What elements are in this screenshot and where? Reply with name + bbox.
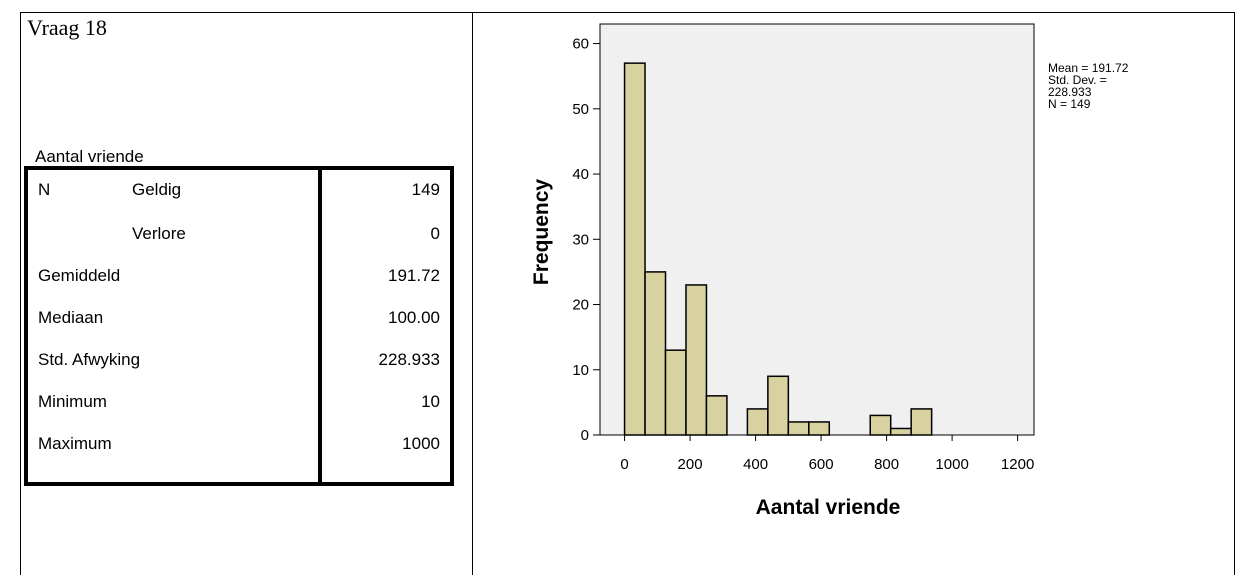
- row-value: 228.933: [378, 350, 440, 369]
- table-row: Maximum 1000: [28, 426, 450, 464]
- row-label: Mediaan: [38, 308, 104, 327]
- row-value: 149: [411, 180, 440, 199]
- stats-table: N Geldig 149 Verlore 0 Gemiddeld 191.72 …: [24, 166, 454, 486]
- table-row: N Geldig 149: [28, 172, 450, 210]
- stats-table-caption: Aantal vriende: [35, 147, 144, 166]
- table-row: Verlore 0: [28, 216, 450, 254]
- table-row: Gemiddeld 191.72: [28, 258, 450, 296]
- row-label: Minimum: [38, 392, 107, 411]
- table-row: Std. Afwyking 228.933: [28, 342, 450, 380]
- row-label: Maximum: [38, 434, 112, 453]
- row-label: N: [38, 180, 51, 199]
- row-value: 100.00: [388, 308, 440, 327]
- row-label: Gemiddeld: [38, 266, 121, 285]
- column-divider: [472, 12, 473, 575]
- row-sublabel: Geldig: [132, 180, 182, 199]
- page-frame: [20, 12, 1235, 575]
- table-row: Mediaan 100.00: [28, 300, 450, 338]
- row-label: Std. Afwyking: [38, 350, 141, 369]
- table-row: Minimum 10: [28, 384, 450, 422]
- row-value: 10: [421, 392, 440, 411]
- row-value: 1000: [402, 434, 440, 453]
- row-sublabel: Verlore: [132, 224, 186, 243]
- row-value: 0: [430, 224, 440, 243]
- stats-table-divider: [318, 170, 322, 482]
- question-title: Vraag 18: [27, 15, 107, 40]
- row-value: 191.72: [388, 266, 440, 285]
